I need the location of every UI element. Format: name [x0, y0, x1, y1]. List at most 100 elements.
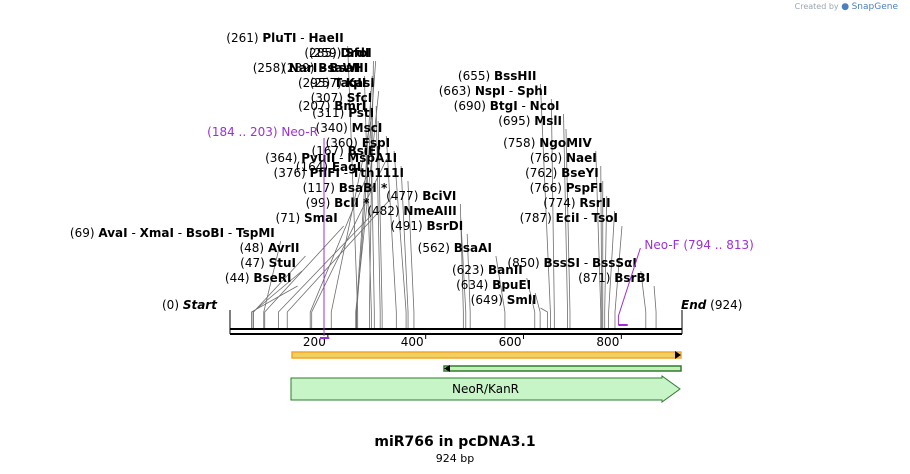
- site-separator: -: [580, 256, 592, 270]
- primer-track: (184 .. 203) Neo-R Neo-F (794 .. 813): [207, 125, 754, 339]
- site-position: (634): [456, 278, 492, 292]
- site-position: (663): [439, 84, 475, 98]
- site-label[interactable]: (261) PluTI - HaeII: [226, 31, 343, 45]
- site-label[interactable]: (758) NgoMIV: [503, 136, 592, 150]
- site-label[interactable]: (663) NspI - SphI: [439, 84, 548, 98]
- site-label[interactable]: (649) SmlI: [471, 293, 537, 307]
- site-label[interactable]: (871) BsrBI: [578, 271, 650, 285]
- site-leader-line: [595, 150, 602, 328]
- site-label-text: (655) BssHII: [458, 69, 537, 83]
- enzyme-name: NgoMIV: [539, 136, 592, 150]
- site-label[interactable]: (760) NaeI: [530, 151, 597, 165]
- site-label[interactable]: (787) EciI - TsoI: [520, 211, 618, 225]
- site-leader-line: [278, 210, 376, 328]
- enzyme-name: BsaAI: [454, 241, 492, 255]
- site-label[interactable]: (117) BsaBI *: [303, 181, 388, 195]
- site-position: (285): [304, 46, 340, 60]
- site-leader-line: [369, 60, 374, 328]
- site-label[interactable]: (695) MslI: [498, 114, 562, 128]
- site-position: (69): [70, 226, 98, 240]
- site-label[interactable]: (376) PflFI - Tth111I: [274, 166, 404, 180]
- site-label-text: (663) NspI - SphI: [439, 84, 548, 98]
- site-leader-line: [540, 83, 551, 328]
- site-label[interactable]: (360) FspI: [326, 136, 391, 150]
- site-label[interactable]: (482) NmeAIII: [367, 204, 456, 218]
- site-position: (207): [298, 99, 334, 113]
- site-label[interactable]: (285) DrdI: [304, 46, 369, 60]
- site-label[interactable]: (562) BsaAI: [418, 241, 492, 255]
- site-label[interactable]: (167) BsiEI: [312, 144, 381, 158]
- primer-label: (184 .. 203) Neo-R: [207, 125, 318, 139]
- enzyme-name: MslI: [534, 114, 562, 128]
- site-label[interactable]: (491) BsrDI: [390, 219, 463, 233]
- site-leader-line: [375, 105, 381, 328]
- site-label-text: (766) PspFI: [530, 181, 603, 195]
- site-leader-line: [385, 135, 397, 328]
- site-label[interactable]: (207) BmrI: [298, 99, 366, 113]
- enzyme-name: SmlI: [507, 293, 537, 307]
- site-label-text: (258) NarI - BsaHI: [253, 61, 369, 75]
- site-position: (477): [386, 189, 422, 203]
- site-label-text: (164) EagI: [296, 160, 361, 174]
- site-label-text: (340) MscI: [316, 121, 383, 135]
- site-position: (289): [282, 61, 318, 75]
- site-label-text: (690) BtgI - NcoI: [454, 99, 560, 113]
- site-label[interactable]: (47) StuI: [240, 256, 296, 270]
- enzyme-name: StuI: [269, 256, 296, 270]
- site-leader-line: [640, 270, 647, 328]
- enzyme-name: BsoBI: [186, 226, 224, 240]
- site-label[interactable]: (69) AvaI - XmaI - BsoBI - TspMI: [70, 226, 275, 240]
- primer-neo-r[interactable]: (184 .. 203) Neo-R: [207, 125, 330, 339]
- site-position: (690): [454, 99, 490, 113]
- site-label[interactable]: (364) PvuII - MspA1I: [265, 151, 397, 165]
- site-label[interactable]: (774) RsrII: [543, 196, 610, 210]
- enzyme-name: BseRI: [253, 271, 291, 285]
- site-label[interactable]: (477) BciVI: [386, 189, 456, 203]
- site-label[interactable]: (164) EagI: [296, 160, 361, 174]
- site-label[interactable]: (259) SfoI: [309, 46, 372, 60]
- site-label[interactable]: (289) BsaWI: [282, 61, 360, 75]
- site-separator: -: [317, 61, 329, 75]
- site-separator: -: [296, 31, 308, 45]
- site-label-text: (364) PvuII - MspA1I: [265, 151, 397, 165]
- site-leader-line: [355, 90, 380, 328]
- site-label[interactable]: (307) SfcI: [311, 91, 373, 105]
- site-label[interactable]: (655) BssHII: [458, 69, 537, 83]
- site-label-text: (762) BseYI: [525, 166, 599, 180]
- site-label[interactable]: (634) BpuEI: [456, 278, 531, 292]
- primer-neo-f[interactable]: Neo-F (794 .. 813): [617, 238, 754, 326]
- site-label[interactable]: (99) BclI *: [306, 196, 370, 210]
- site-label[interactable]: (766) PspFI: [530, 181, 603, 195]
- credit-prefix: Created by: [794, 2, 839, 11]
- feature-bar-forward[interactable]: [291, 351, 682, 359]
- site-label[interactable]: (340) MscI: [316, 121, 383, 135]
- site-label-text: (117) BsaBI *: [303, 181, 388, 195]
- site-leader-line: [614, 225, 623, 328]
- site-label-text: (774) RsrII: [543, 196, 610, 210]
- site-label[interactable]: (850) BssSI - BssSαI: [507, 256, 636, 270]
- site-label-text: (99) BclI *: [306, 196, 370, 210]
- site-label[interactable]: (690) BtgI - NcoI: [454, 99, 560, 113]
- site-label-text: (167) BsiEI: [312, 144, 381, 158]
- cds-neor-kanr[interactable]: [290, 375, 681, 403]
- enzyme-name: BtgI: [490, 99, 518, 113]
- site-label[interactable]: (257) KasI: [310, 76, 375, 90]
- enzyme-name: TspMI: [236, 226, 275, 240]
- site-label[interactable]: (44) BseRI: [225, 271, 292, 285]
- site-label[interactable]: (762) BseYI: [525, 166, 599, 180]
- enzyme-name: BciVI: [422, 189, 456, 203]
- feature-bar-reverse[interactable]: [443, 365, 682, 372]
- site-label[interactable]: (258) NarI - BsaHI: [253, 61, 369, 75]
- site-label[interactable]: (71) SmaI: [276, 211, 338, 225]
- site-label[interactable]: (295) TaqII: [298, 76, 366, 90]
- enzyme-name: BssSI: [543, 256, 580, 270]
- site-position: (695): [498, 114, 534, 128]
- site-label[interactable]: (311) PstI: [312, 106, 374, 120]
- site-label[interactable]: (623) BanII: [452, 263, 523, 277]
- site-position: (261): [226, 31, 262, 45]
- site-label[interactable]: (48) AvrII: [239, 241, 299, 255]
- enzyme-name: EagI: [332, 160, 361, 174]
- tick-label: 800: [596, 335, 619, 349]
- ruler-ticks: 200 400 600 800: [303, 334, 622, 349]
- enzyme-name: BssSαI: [592, 256, 637, 270]
